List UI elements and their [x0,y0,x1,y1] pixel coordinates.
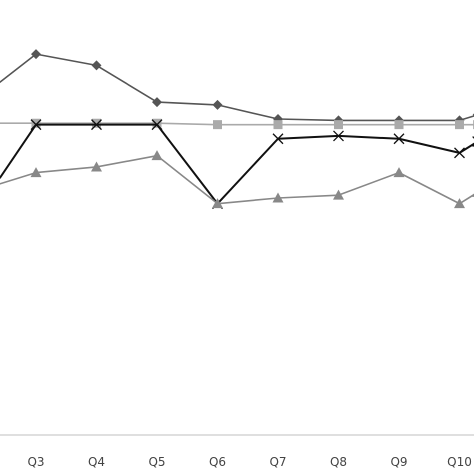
series-4-point [272,192,284,203]
series-layer [0,49,474,210]
series-1-point [152,97,162,108]
series-4-point [30,167,42,178]
series-1-line [0,53,474,122]
series-3-point [333,130,344,142]
x-tick-label: Q7 [269,455,286,469]
series-3-point [91,119,102,131]
series-2-point [273,120,283,130]
series-1-point [91,60,102,71]
x-tick-label: Q10 [447,455,472,469]
series-4-point [91,161,102,172]
x-tick-label: Q6 [209,455,226,469]
series-2-point [152,118,162,128]
series-4-point [454,198,465,209]
series-2-point [31,118,41,128]
series-2-point [92,118,101,128]
x-tick-label: Q5 [148,455,165,469]
series-3-point [151,119,163,131]
series-1 [0,49,474,126]
series-1-point [212,99,223,110]
series-4-line [0,154,474,205]
series-4-point [333,189,344,200]
series-4-point [151,150,163,161]
series-2-point [394,120,404,130]
x-tick-label: Q4 [88,455,105,469]
x-tick-label: Q9 [390,455,407,469]
series-3-line [0,123,474,205]
series-2-point [213,120,222,130]
series-2-point [455,120,464,130]
series-3-point [454,147,465,159]
series-3-point [272,133,284,145]
series-3-point [30,119,42,131]
series-3-point [393,133,405,145]
x-tick-label: Q3 [27,455,44,469]
series-2-line [0,122,474,126]
series-3 [0,119,474,210]
series-4-point [393,167,405,178]
series-4-point [212,198,223,209]
series-2 [0,118,474,130]
series-2-point [334,120,343,130]
x-tick-labels: Q3 Q4 Q5 Q6 Q7 Q8 Q9 Q10 [27,455,471,469]
series-4 [0,150,474,209]
series-1-point [31,49,41,60]
x-tick-label: Q8 [330,455,347,469]
